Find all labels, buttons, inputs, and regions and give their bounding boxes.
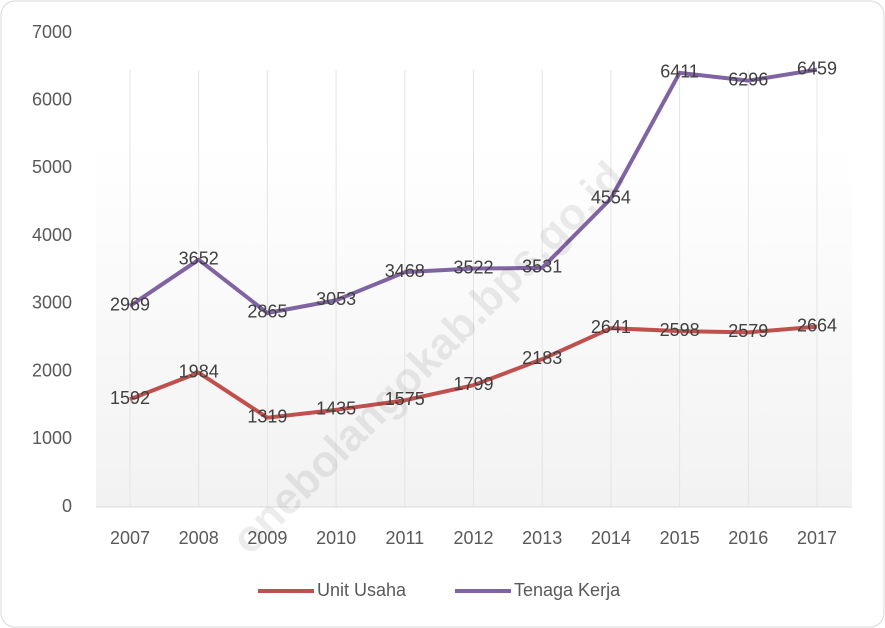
data-label: 2865 <box>247 302 287 322</box>
x-tick-label: 2017 <box>797 528 837 548</box>
data-label: 2641 <box>591 317 631 337</box>
data-label: 3531 <box>522 257 562 277</box>
x-tick-label: 2013 <box>522 528 562 548</box>
data-label: 1799 <box>453 374 493 394</box>
data-label: 2183 <box>522 348 562 368</box>
data-label: 6411 <box>660 62 699 82</box>
y-tick-label: 4000 <box>32 225 72 245</box>
data-label: 1592 <box>110 388 150 408</box>
data-label: 2664 <box>797 315 837 335</box>
line-series <box>129 324 818 420</box>
y-tick-label: 7000 <box>32 22 72 42</box>
y-tick-label: 0 <box>62 496 72 516</box>
x-tick-label: 2015 <box>660 528 700 548</box>
y-tick-label: 3000 <box>32 293 72 313</box>
data-label: 6459 <box>797 58 837 78</box>
data-label: 2579 <box>728 321 768 341</box>
x-tick-label: 2010 <box>316 528 356 548</box>
x-tick-label: 2011 <box>385 528 424 548</box>
data-label: 3652 <box>179 248 219 268</box>
data-label: 4554 <box>591 187 631 207</box>
data-label: 1984 <box>179 361 219 381</box>
data-label: 1575 <box>385 389 425 409</box>
y-tick-label: 1000 <box>32 428 72 448</box>
data-label: 1319 <box>247 406 287 426</box>
x-tick-label: 2012 <box>453 528 493 548</box>
y-tick-label: 2000 <box>32 360 72 380</box>
data-label: 6296 <box>728 69 768 89</box>
data-label: 1435 <box>316 399 356 419</box>
data-label: 3053 <box>316 289 356 309</box>
x-tick-label: 2014 <box>591 528 631 548</box>
legend-label: Tenaga Kerja <box>514 580 621 600</box>
y-tick-label: 5000 <box>32 157 72 177</box>
legend-label: Unit Usaha <box>317 580 407 600</box>
line-series <box>128 67 818 315</box>
data-label: 3468 <box>385 261 425 281</box>
data-label: 2598 <box>660 320 700 340</box>
data-label: 2969 <box>110 295 150 315</box>
x-tick-label: 2008 <box>179 528 219 548</box>
y-tick-label: 6000 <box>32 89 72 109</box>
x-tick-label: 2007 <box>110 528 150 548</box>
x-tick-label: 2009 <box>247 528 287 548</box>
data-label: 3522 <box>453 257 493 277</box>
x-tick-label: 2016 <box>728 528 768 548</box>
